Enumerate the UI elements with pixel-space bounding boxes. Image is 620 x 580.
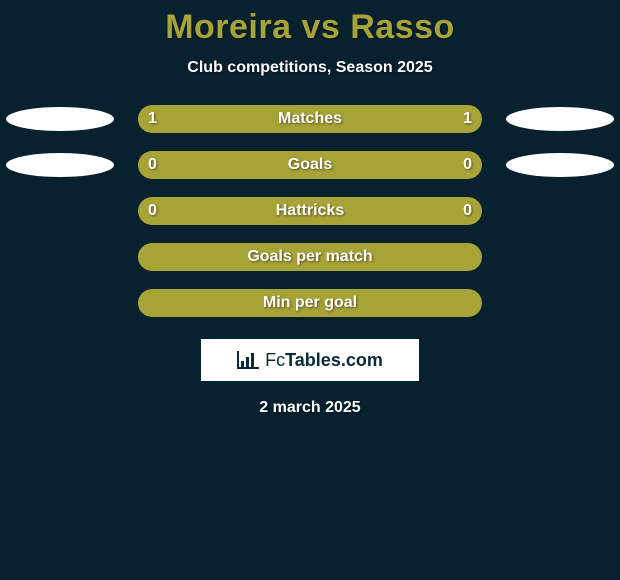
stat-value-left: 0	[148, 156, 157, 174]
comparison-card: Moreira vs Rasso Club competitions, Seas…	[0, 0, 620, 580]
subtitle: Club competitions, Season 2025	[0, 59, 620, 77]
stat-row: Min per goal	[0, 289, 620, 317]
ellipse-left	[6, 107, 114, 131]
stat-bar: Min per goal	[138, 289, 482, 317]
chart-icon	[237, 351, 259, 369]
stat-value-right: 0	[463, 202, 472, 220]
stat-value-right: 0	[463, 156, 472, 174]
stat-label: Min per goal	[263, 294, 357, 312]
page-title: Moreira vs Rasso	[0, 8, 620, 47]
stat-bar: 1 Matches 1	[138, 105, 482, 133]
ellipse-left	[6, 153, 114, 177]
stat-bar: 0 Goals 0	[138, 151, 482, 179]
stat-rows: 1 Matches 1 0 Goals 0 0 Hattricks 0 Goals per mat…	[0, 105, 620, 317]
stat-label: Matches	[278, 110, 342, 128]
ellipse-right	[506, 107, 614, 131]
logo-text: FcTables.com	[265, 350, 383, 371]
stat-label: Hattricks	[276, 202, 344, 220]
stat-row: Goals per match	[0, 243, 620, 271]
stat-value-right: 1	[463, 110, 472, 128]
stat-bar: 0 Hattricks 0	[138, 197, 482, 225]
stat-row: 1 Matches 1	[0, 105, 620, 133]
stat-value-left: 0	[148, 202, 157, 220]
stat-label: Goals	[288, 156, 332, 174]
stat-row: 0 Hattricks 0	[0, 197, 620, 225]
fctables-logo: FcTables.com	[201, 339, 419, 381]
stat-bar: Goals per match	[138, 243, 482, 271]
ellipse-right	[506, 153, 614, 177]
stat-label: Goals per match	[247, 248, 372, 266]
stat-row: 0 Goals 0	[0, 151, 620, 179]
stat-value-left: 1	[148, 110, 157, 128]
date-label: 2 march 2025	[0, 399, 620, 417]
